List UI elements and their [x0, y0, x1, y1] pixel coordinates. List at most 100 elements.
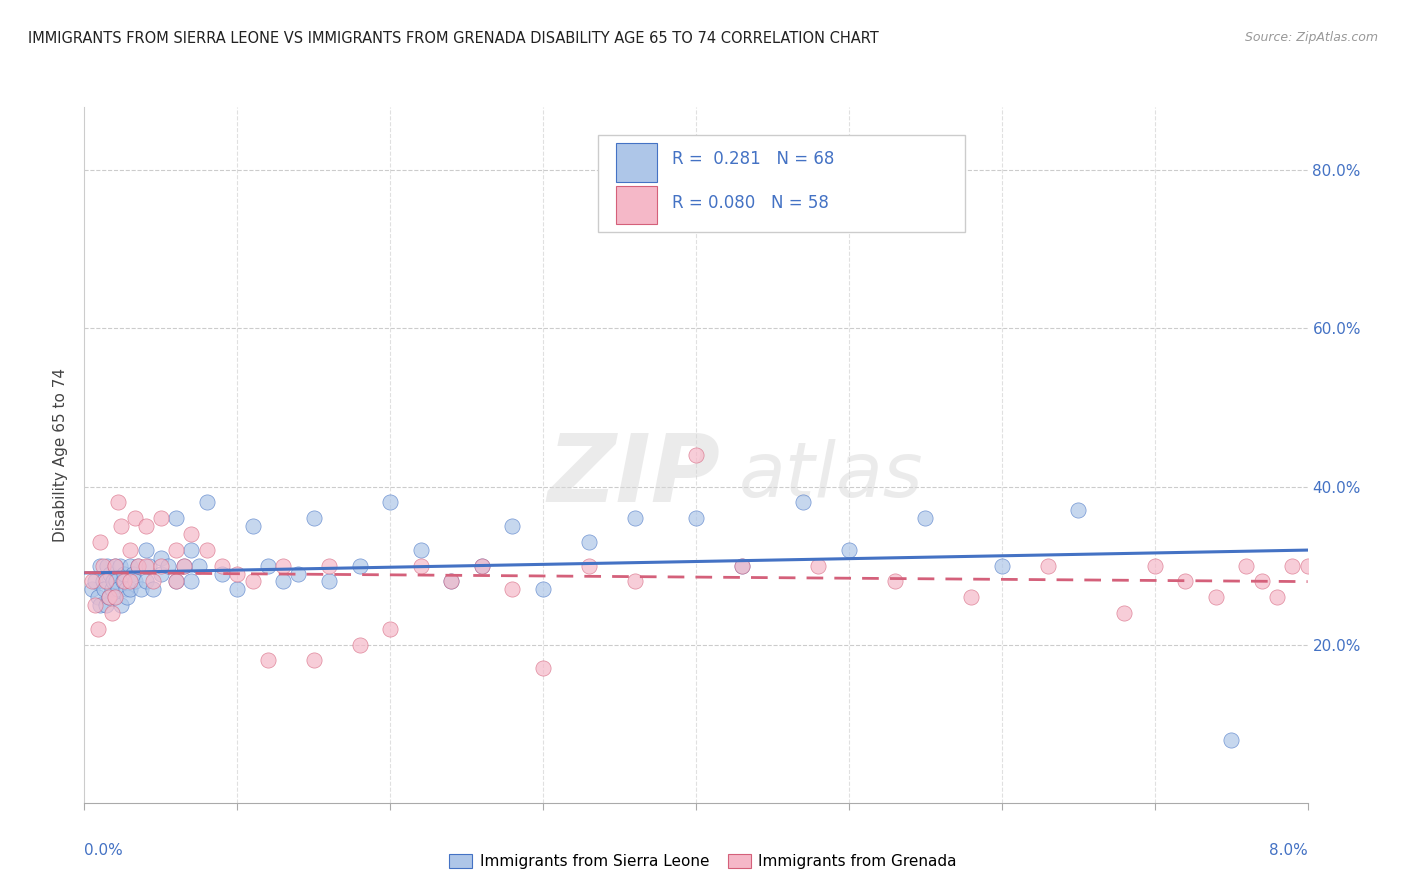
Point	[165, 574, 187, 589]
Point	[471, 558, 494, 573]
Point	[114, 582, 136, 597]
Point	[195, 542, 218, 557]
Point	[257, 558, 280, 573]
Point	[104, 558, 127, 573]
Point	[792, 495, 814, 509]
Point	[135, 574, 157, 589]
Point	[226, 582, 249, 597]
Point	[120, 574, 142, 589]
Point	[120, 542, 142, 557]
Point	[838, 542, 860, 557]
Point	[115, 591, 138, 605]
Text: 8.0%: 8.0%	[1268, 843, 1308, 858]
Point	[87, 622, 110, 636]
Point	[127, 558, 149, 573]
Point	[135, 519, 157, 533]
Y-axis label: Disability Age 65 to 74: Disability Age 65 to 74	[53, 368, 69, 542]
Point	[127, 558, 149, 573]
Point	[180, 542, 202, 557]
Point	[380, 622, 402, 636]
Text: R = 0.080   N = 58: R = 0.080 N = 58	[672, 194, 828, 212]
Point	[380, 495, 402, 509]
Point	[97, 591, 120, 605]
Point	[624, 511, 647, 525]
Point	[409, 558, 432, 573]
Point	[731, 558, 754, 573]
Point	[104, 558, 127, 573]
Point	[318, 558, 340, 573]
Point	[96, 558, 118, 573]
Point	[98, 566, 121, 581]
Point	[101, 606, 124, 620]
Point	[111, 574, 134, 589]
Text: Source: ZipAtlas.com: Source: ZipAtlas.com	[1244, 31, 1378, 45]
Text: IMMIGRANTS FROM SIERRA LEONE VS IMMIGRANTS FROM GRENADA DISABILITY AGE 65 TO 74 : IMMIGRANTS FROM SIERRA LEONE VS IMMIGRAN…	[28, 31, 879, 46]
FancyBboxPatch shape	[598, 135, 965, 232]
Point	[87, 591, 110, 605]
Point	[105, 574, 128, 589]
Point	[129, 582, 152, 597]
Bar	[616, 186, 657, 225]
Point	[960, 591, 983, 605]
Point	[914, 511, 936, 525]
Point	[807, 558, 830, 573]
Text: 0.0%: 0.0%	[84, 843, 124, 858]
Point	[91, 574, 114, 589]
Point	[271, 574, 294, 589]
Point	[1143, 558, 1166, 573]
Bar	[616, 144, 657, 182]
Point	[1236, 558, 1258, 573]
Point	[149, 558, 172, 573]
Point	[103, 574, 125, 589]
Point	[124, 574, 146, 589]
Point	[124, 511, 146, 525]
Point	[578, 558, 600, 573]
Point	[165, 511, 187, 525]
Text: ZIP: ZIP	[547, 430, 720, 522]
Point	[89, 558, 111, 573]
Point	[226, 566, 249, 581]
Point	[89, 598, 111, 612]
Point	[1296, 558, 1319, 573]
Point	[80, 582, 103, 597]
Point	[120, 582, 142, 597]
Point	[149, 511, 172, 525]
Text: atlas: atlas	[738, 439, 924, 513]
Point	[97, 591, 120, 605]
Point	[142, 582, 165, 597]
Point	[108, 558, 131, 573]
Point	[211, 566, 233, 581]
Point	[349, 638, 371, 652]
Point	[302, 511, 325, 525]
Point	[180, 527, 202, 541]
Point	[180, 574, 202, 589]
Point	[502, 519, 524, 533]
Point	[149, 566, 172, 581]
Point	[302, 653, 325, 667]
Point	[242, 519, 264, 533]
Point	[173, 558, 195, 573]
Point	[138, 558, 160, 573]
Point	[84, 598, 107, 612]
Point	[1205, 591, 1227, 605]
Point	[107, 582, 129, 597]
Point	[135, 558, 157, 573]
Point	[110, 519, 132, 533]
Point	[287, 566, 309, 581]
Point	[89, 534, 111, 549]
Point	[531, 661, 554, 675]
Point	[257, 653, 280, 667]
Point	[142, 574, 165, 589]
Point	[1250, 574, 1272, 589]
Point	[685, 511, 707, 525]
Point	[502, 582, 524, 597]
Point	[112, 574, 135, 589]
Point	[107, 495, 129, 509]
Point	[84, 574, 107, 589]
Point	[1281, 558, 1303, 573]
Point	[104, 591, 127, 605]
Point	[112, 566, 135, 581]
Point	[271, 558, 294, 573]
Point	[440, 574, 463, 589]
Point	[157, 558, 180, 573]
